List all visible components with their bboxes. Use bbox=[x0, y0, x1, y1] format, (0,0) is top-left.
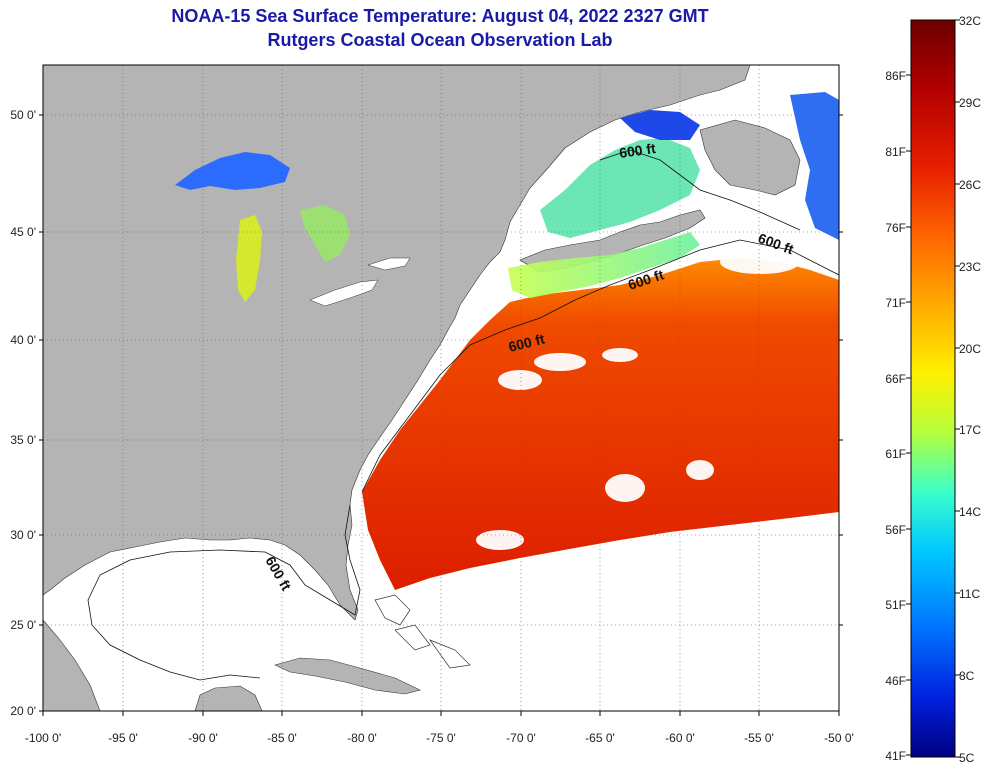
lon-tick-label: -60 0' bbox=[665, 731, 695, 745]
bahamas-islands bbox=[374, 594, 471, 669]
colorbar-label-f: 61F bbox=[885, 447, 906, 461]
lon-tick-label: -75 0' bbox=[426, 731, 456, 745]
colorbar-label-f: 86F bbox=[885, 69, 906, 83]
isobath-contours bbox=[87, 149, 839, 681]
map-subtitle: Rutgers Coastal Ocean Observation Lab bbox=[267, 30, 613, 50]
colorbar-label-f: 76F bbox=[885, 221, 906, 235]
colorbar-label-c: 17C bbox=[959, 423, 981, 437]
colorbar-label-f: 56F bbox=[885, 523, 906, 537]
colorbar-label-f: 41F bbox=[885, 749, 906, 763]
lat-tick-label: 35 0' bbox=[10, 433, 36, 447]
lake-superior bbox=[175, 152, 290, 190]
colorbar-label-c: 5C bbox=[959, 751, 975, 765]
lon-tick-label: -50 0' bbox=[824, 731, 854, 745]
colorbar-label-c: 11C bbox=[959, 587, 980, 601]
lat-tick-label: 20 0' bbox=[10, 704, 36, 718]
lat-tick-label: 40 0' bbox=[10, 333, 36, 347]
colorbar-label-f: 71F bbox=[885, 296, 906, 310]
map-area: 600 ft 600 ft 600 ft 600 ft 600 ft bbox=[43, 65, 839, 711]
isobath-label: 600 ft bbox=[618, 140, 657, 161]
lake-michigan bbox=[236, 215, 262, 302]
map-title: NOAA-15 Sea Surface Temperature: August … bbox=[171, 6, 709, 26]
cloud-gaps bbox=[476, 250, 800, 550]
lake-erie bbox=[309, 279, 379, 307]
colorbar-label-c: 20C bbox=[959, 342, 981, 356]
sst-gulf-of-maine bbox=[508, 232, 700, 298]
colorbar-label-c: 26C bbox=[959, 178, 981, 192]
colorbar-label-c: 8C bbox=[959, 669, 975, 683]
mexico-land bbox=[43, 619, 101, 711]
colorbar-label-f: 51F bbox=[885, 598, 906, 612]
colorbar-ticks bbox=[906, 19, 960, 758]
lon-tick-label: -55 0' bbox=[744, 731, 774, 745]
lake-huron bbox=[300, 205, 350, 262]
newfoundland-land bbox=[699, 119, 801, 196]
sst-swath-atlantic bbox=[362, 258, 839, 590]
lake-ontario bbox=[367, 257, 411, 271]
lon-tick-label: -70 0' bbox=[506, 731, 536, 745]
yucatan-land bbox=[194, 685, 263, 711]
lon-tick-label: -100 0' bbox=[25, 731, 61, 745]
lat-tick-label: 25 0' bbox=[10, 618, 36, 632]
latitude-axis bbox=[39, 114, 843, 712]
sst-newfoundland-cold bbox=[790, 92, 839, 240]
colorbar-label-c: 23C bbox=[959, 260, 981, 274]
colorbar-label-f: 66F bbox=[885, 372, 906, 386]
lat-tick-label: 45 0' bbox=[10, 225, 36, 239]
colorbar-label-c: 29C bbox=[959, 96, 981, 110]
lon-tick-label: -85 0' bbox=[267, 731, 297, 745]
lon-tick-label: -65 0' bbox=[585, 731, 615, 745]
lat-tick-label: 50 0' bbox=[10, 108, 36, 122]
longitude-axis bbox=[42, 711, 840, 716]
lat-tick-label: 30 0' bbox=[10, 528, 36, 542]
colorbar bbox=[910, 19, 956, 758]
lon-tick-label: -80 0' bbox=[347, 731, 377, 745]
north-america-land bbox=[43, 65, 751, 621]
graticule bbox=[43, 65, 839, 711]
lon-tick-label: -90 0' bbox=[188, 731, 218, 745]
sst-gulf-st-lawrence bbox=[540, 138, 700, 238]
cuba-land bbox=[274, 657, 421, 695]
colorbar-label-f: 46F bbox=[885, 674, 906, 688]
colorbar-label-f: 81F bbox=[885, 145, 906, 159]
colorbar-label-c: 14C bbox=[959, 505, 981, 519]
colorbar-label-c: 32C bbox=[959, 14, 981, 28]
lon-tick-label: -95 0' bbox=[108, 731, 138, 745]
